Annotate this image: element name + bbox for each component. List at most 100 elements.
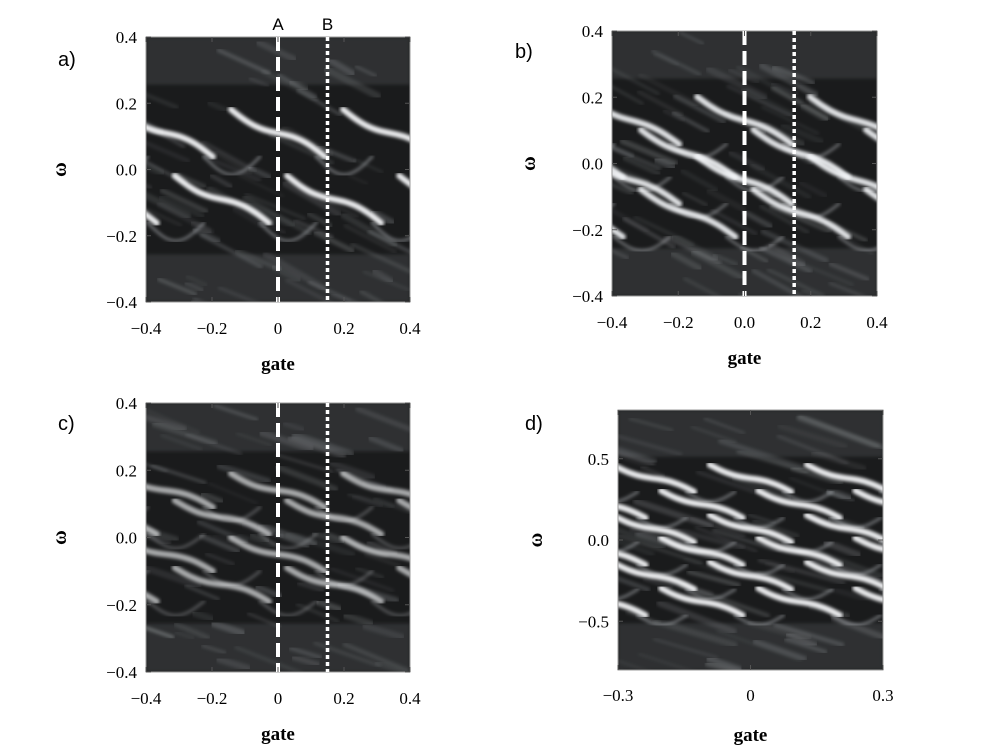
texture-streak [244, 192, 306, 220]
texture-streak [779, 122, 825, 145]
texture-streak [275, 453, 334, 473]
texture-streak [740, 86, 795, 118]
texture-streak [638, 73, 700, 107]
y-tick-label: −0.4 [572, 287, 603, 306]
x-tick-label: 0 [274, 689, 283, 708]
texture-streak [190, 299, 198, 302]
dim-arc [618, 587, 640, 601]
dim-arc [978, 492, 1000, 502]
bright-band [750, 186, 852, 240]
dim-arc [501, 237, 557, 251]
dim-arc [541, 507, 597, 521]
texture-streak [712, 528, 782, 553]
texture-streak [797, 180, 828, 199]
y-tick-label: −0.4 [106, 663, 137, 682]
bright-band [472, 97, 567, 144]
bright-band [960, 501, 1000, 535]
bright-band [171, 172, 272, 226]
bright-band [146, 547, 216, 575]
y-tick-label: −0.4 [106, 293, 137, 312]
bright-band [618, 503, 649, 521]
texture-streak [672, 93, 726, 124]
dim-arc [978, 589, 1000, 599]
heatmap-texture [467, 410, 1000, 670]
dim-arc [492, 492, 541, 502]
dim-arc [830, 613, 883, 627]
texture-streak [759, 204, 810, 234]
y-tick-label: 0.0 [588, 531, 609, 550]
texture-streak [618, 538, 655, 557]
texture-streak [705, 187, 748, 213]
bright-band [416, 190, 511, 237]
bright-band [706, 559, 795, 593]
texture-streak [640, 466, 665, 478]
texture-streak [316, 144, 357, 164]
texture-streak [689, 516, 746, 538]
dim-arc [258, 221, 318, 243]
bright-band [455, 109, 549, 156]
texture-streak [373, 496, 410, 514]
bright-band [953, 491, 1000, 518]
bright-band [755, 585, 843, 619]
dim-arc [36, 223, 92, 241]
texture-streak [190, 609, 216, 623]
texture-streak [612, 85, 644, 105]
x-tick-label: −0.4 [131, 319, 162, 338]
bright-band [953, 538, 1000, 565]
bright-band [637, 186, 739, 240]
texture-streak [184, 584, 220, 601]
bright-band [852, 534, 883, 553]
y-tick-label: 0.4 [582, 22, 604, 41]
texture-streak [296, 581, 325, 593]
texture-streak [694, 526, 758, 553]
texture-streak [146, 140, 191, 164]
dim-arc [733, 613, 785, 627]
texture-streak [710, 208, 758, 236]
dim-arc [989, 507, 1000, 521]
bright-band [0, 176, 45, 223]
x-tick-label: 0.2 [333, 689, 354, 708]
texture-streak [146, 207, 183, 227]
x-axis-title: gate [261, 354, 295, 375]
y-tick-label: 0.2 [582, 88, 603, 107]
dim-arc [36, 601, 92, 615]
dim-arc [895, 144, 951, 158]
bright-band [863, 186, 877, 201]
y-tick-label: −0.2 [106, 596, 137, 615]
dim-arc [929, 615, 978, 625]
dim-arc [541, 565, 590, 575]
texture-streak [652, 155, 677, 171]
texture-streak [727, 150, 766, 172]
bright-band [904, 109, 998, 156]
x-tick-label: 0.2 [333, 319, 354, 338]
heatmap-texture [0, 37, 1000, 302]
texture-streak [158, 194, 206, 219]
dim-arc [952, 177, 1000, 191]
dim-arc [0, 571, 36, 585]
bright-band [960, 176, 1000, 223]
texture-streak [364, 552, 402, 568]
dim-arc [428, 157, 484, 175]
dim-arc [445, 144, 501, 158]
bright-band [618, 550, 649, 568]
bright-band [467, 588, 549, 615]
texture-streak [198, 533, 241, 554]
dim-arc [0, 507, 36, 521]
texture-streak [696, 470, 761, 495]
dim-arc [370, 599, 410, 618]
bright-band [146, 524, 160, 538]
bright-band [0, 501, 45, 535]
y-tick-label: −0.5 [578, 612, 609, 631]
dim-arc [428, 571, 484, 585]
x-tick-label: −0.2 [197, 689, 228, 708]
texture-streak [829, 586, 870, 603]
bright-band [284, 172, 385, 226]
texture-streak [296, 88, 342, 117]
bright-band [904, 515, 986, 542]
texture-streak [204, 552, 235, 566]
texture-streak [643, 578, 673, 589]
texture-streak [123, 435, 141, 441]
bright-band [658, 585, 746, 619]
bright-band [904, 538, 998, 572]
texture-streak [201, 140, 257, 173]
